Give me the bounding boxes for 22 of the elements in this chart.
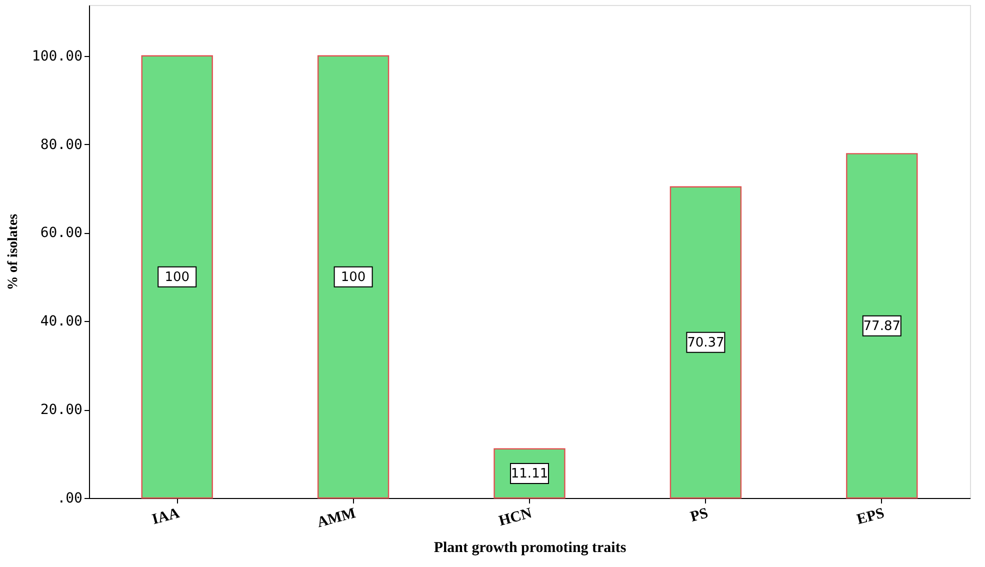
y-tick-label: 60.00 [40, 225, 82, 242]
y-tick-label: 40.00 [40, 314, 82, 330]
y-tick-label: 80.00 [40, 136, 82, 153]
bar [317, 55, 390, 499]
x-tick-label: AMM [315, 506, 358, 532]
x-tick-label: IAA [150, 505, 182, 528]
data-label: 70.37 [687, 335, 724, 350]
data-label: 100 [340, 270, 366, 285]
data-label: 77.87 [863, 318, 901, 334]
data-label: 11.11 [510, 466, 548, 482]
x-tick-label: EPS [855, 506, 886, 528]
x-axis-title: Plant growth promoting traits [434, 540, 626, 556]
data-label: 100 [164, 270, 190, 285]
bar [141, 55, 213, 499]
y-tick-label: 100.00 [32, 48, 82, 64]
x-tick-label: PS [688, 506, 710, 526]
bar [670, 186, 742, 499]
y-tick-label: .00 [57, 490, 82, 506]
y-axis-title: % of isolates [6, 213, 21, 290]
x-tick-label: HCN [497, 505, 534, 530]
bar [846, 153, 918, 499]
y-tick-label: 20.00 [40, 402, 82, 418]
